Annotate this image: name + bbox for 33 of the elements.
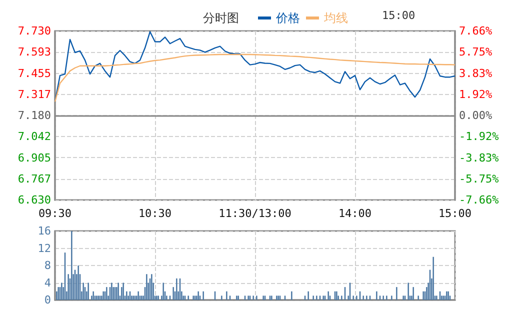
x-tick-label: 14:00 (338, 207, 372, 220)
y2-tick-label: -1.92% (459, 130, 500, 144)
y2-tick-label: 7.66% (459, 24, 492, 38)
chart-title: 分时图 (203, 11, 239, 25)
y-tick-label: 7.042 (18, 130, 51, 144)
y-tick-label: 7.730 (18, 24, 51, 38)
legend-label: 均线 (323, 11, 348, 25)
x-tick-label: 09:30 (38, 207, 72, 220)
line-series (54, 54, 456, 102)
y-tick-label: 7.455 (18, 66, 51, 80)
y2-tick-label: 0.00% (459, 109, 492, 122)
y-tick-label: 4 (44, 276, 52, 290)
y2-tick-label: 3.83% (459, 66, 492, 80)
y-tick-label: 6.630 (18, 194, 51, 206)
y2-tick-label: -3.83% (459, 151, 500, 164)
x-tick-label: 15:00 (438, 207, 472, 220)
y2-tick-label: 1.92% (459, 88, 492, 101)
x-tick-label: 11:30/13:00 (218, 207, 292, 220)
y2-tick-label: 5.75% (459, 46, 492, 59)
y-tick-label: 8 (44, 259, 51, 272)
y-tick-label: 6.905 (18, 151, 51, 164)
y-tick-label: 7.317 (18, 88, 51, 101)
y-tick-label: 0 (44, 294, 51, 306)
legend-label: 价格 (275, 11, 300, 25)
y-tick-label: 7.180 (18, 109, 51, 122)
y2-tick-label: -7.66% (459, 194, 500, 206)
y-tick-label: 12 (38, 242, 51, 255)
y-tick-label: 6.767 (18, 172, 51, 186)
y2-tick-label: -5.75% (459, 172, 500, 186)
x-tick-label: 10:30 (138, 207, 172, 220)
y-tick-label: 16 (38, 224, 51, 238)
text: 15:00 (382, 9, 416, 22)
y-tick-label: 7.593 (18, 46, 51, 59)
